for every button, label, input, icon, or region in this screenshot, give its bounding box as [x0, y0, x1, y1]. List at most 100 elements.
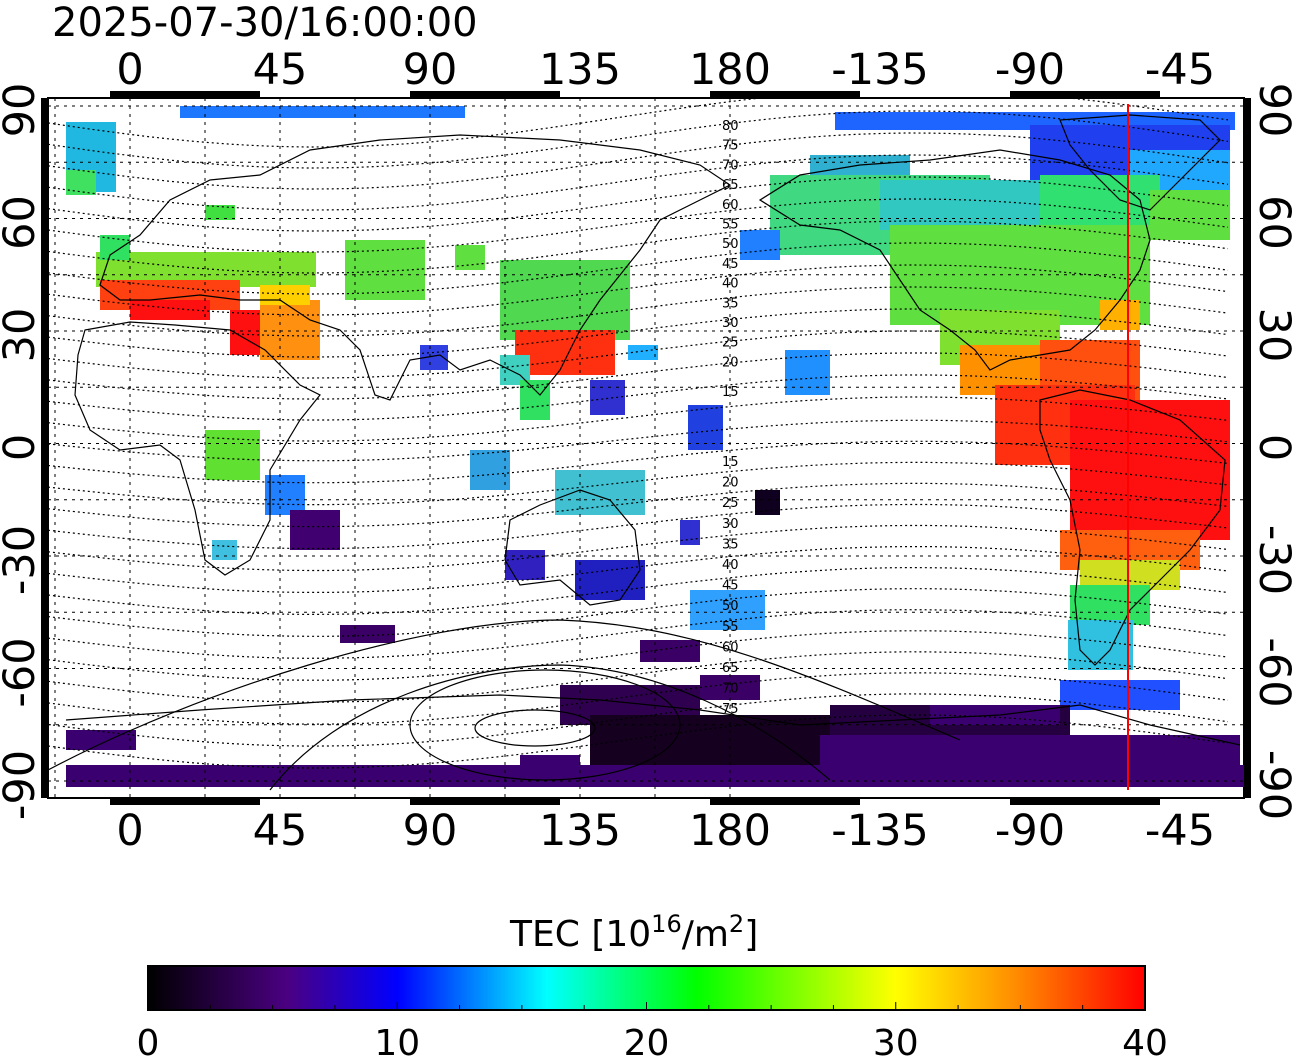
tec-patch: [700, 675, 760, 700]
contour-label: 25: [722, 496, 739, 511]
frame-bar-top: [110, 91, 260, 98]
tec-patch: [130, 300, 210, 320]
contour-label: 70: [722, 158, 739, 173]
tec-patch: [555, 470, 645, 515]
coastline-greenland: [1059, 114, 1221, 211]
magnetic-contour: [48, 482, 1229, 528]
magnetic-contour: [48, 352, 1229, 400]
frame-bar-right: [1244, 98, 1251, 798]
coastline-antarctica: [65, 694, 1241, 746]
magnetic-contour: [48, 461, 1229, 506]
tec-patch: [205, 205, 235, 220]
tec-patch: [755, 490, 780, 515]
magnetic-contour: [48, 588, 1229, 637]
coastline-africa: [74, 321, 321, 576]
contour-label: 20: [722, 476, 739, 491]
tec-patch: [66, 765, 1244, 787]
contour-label: 60: [722, 640, 739, 655]
frame-bar-top: [1010, 91, 1160, 98]
polar-contours: [48, 619, 961, 791]
lon-tick-label: 180: [689, 45, 771, 95]
frame-bar-bottom: [1010, 798, 1160, 805]
lat-tick-label: -60: [0, 637, 45, 707]
tec-patch: [290, 510, 340, 550]
lon-tick-label: -45: [1145, 45, 1215, 95]
tec-patch: [740, 230, 780, 260]
lon-tick-label: 0: [116, 806, 143, 856]
contour-labels-south: 15 20 25 30 35 40 45 50 55 60 65 70 75: [722, 455, 739, 717]
lat-tick-label: -90: [1249, 750, 1294, 820]
lat-tick-label: 60: [1249, 195, 1294, 250]
tec-patch: [520, 755, 580, 767]
lat-tick-label: 30: [0, 308, 45, 363]
tec-patch: [340, 625, 395, 643]
lon-tick-label: 90: [403, 45, 458, 95]
magnetic-contour: [48, 503, 1229, 550]
tec-patch: [260, 285, 310, 305]
frame-tick-bars: [41, 91, 1251, 805]
lon-tick-label: 135: [539, 45, 621, 95]
colorbar-tick-label: 0: [137, 1023, 160, 1057]
contour-label: 65: [722, 661, 739, 676]
map-area: 80 75 70 65 60 55 50 45 40 35 30 25 20 15 15 20 25 30 35 4…: [41, 91, 1251, 805]
colorbar-tick-label: 10: [374, 1023, 420, 1057]
tec-patch: [680, 520, 700, 545]
frame-bar-left: [41, 98, 48, 798]
magnetic-contour: [48, 609, 1229, 659]
lon-tick-label: 135: [539, 806, 621, 856]
contour-label: 45: [722, 579, 739, 594]
lon-tick-label: 90: [403, 806, 458, 856]
contour-label: 75: [722, 139, 739, 154]
tec-patch: [1068, 620, 1133, 670]
tec-patch: [690, 590, 765, 630]
contour-label: 60: [722, 198, 739, 213]
tec-patch: [628, 345, 658, 360]
lat-tick-label: -90: [0, 750, 45, 820]
tec-patch: [505, 550, 545, 580]
polar-contour: [409, 669, 681, 781]
lon-tick-label: 45: [253, 45, 308, 95]
colorbar-ticks: 0 10 20 30 40: [137, 1002, 1168, 1057]
contour-label: 55: [722, 620, 739, 635]
colorbar-tick-label: 20: [624, 1023, 670, 1057]
map-title: 2025-07-30/16:00:00: [52, 0, 478, 46]
lat-tick-label: 90: [0, 83, 45, 138]
contour-label: 75: [722, 702, 739, 717]
tec-patch: [785, 350, 830, 395]
tec-patch: [515, 330, 615, 375]
magnetic-contour: [48, 330, 1229, 379]
tec-patch: [500, 260, 630, 340]
coastline-south-america: [1039, 389, 1226, 666]
tec-data-layer: [66, 106, 1244, 787]
magnetic-contour: [48, 308, 1229, 358]
tec-patch: [100, 235, 130, 260]
contour-label: 30: [722, 316, 739, 331]
magnetic-contour: [48, 286, 1229, 337]
lon-tick-label: -135: [831, 45, 929, 95]
frame-bar-bottom: [110, 798, 260, 805]
tec-patch: [212, 540, 237, 560]
contour-label: 40: [722, 277, 739, 292]
colorbar-tick-label: 30: [873, 1023, 919, 1057]
tec-patch: [180, 106, 465, 118]
magnetic-contour: [48, 419, 1229, 462]
lon-tick-label: -45: [1145, 806, 1215, 856]
frame-bar-bottom: [410, 798, 560, 805]
tec-patch: [1070, 400, 1230, 540]
tec-patch: [265, 475, 305, 515]
tec-patch: [590, 380, 625, 415]
lon-tick-label: 0: [116, 45, 143, 95]
tec-patch: [520, 380, 550, 420]
tec-patch: [1070, 585, 1150, 625]
contour-label: 65: [722, 178, 739, 193]
tec-patch: [66, 170, 96, 195]
contour-label: 35: [722, 296, 739, 311]
colorbar: TEC [1016/m2] 0 10 20 30 40: [137, 910, 1168, 1057]
tec-patch: [455, 245, 485, 270]
lat-tick-label: 0: [1249, 434, 1294, 461]
lon-ticks-top: 0 45 90 135 180 -135 -90 -45: [116, 45, 1215, 95]
frame-bar-bottom: [710, 798, 860, 805]
tec-patch: [1100, 300, 1140, 330]
contour-label: 20: [722, 355, 739, 370]
lat-ticks-left: 90 60 30 0 -30 -60 -90: [0, 83, 45, 820]
